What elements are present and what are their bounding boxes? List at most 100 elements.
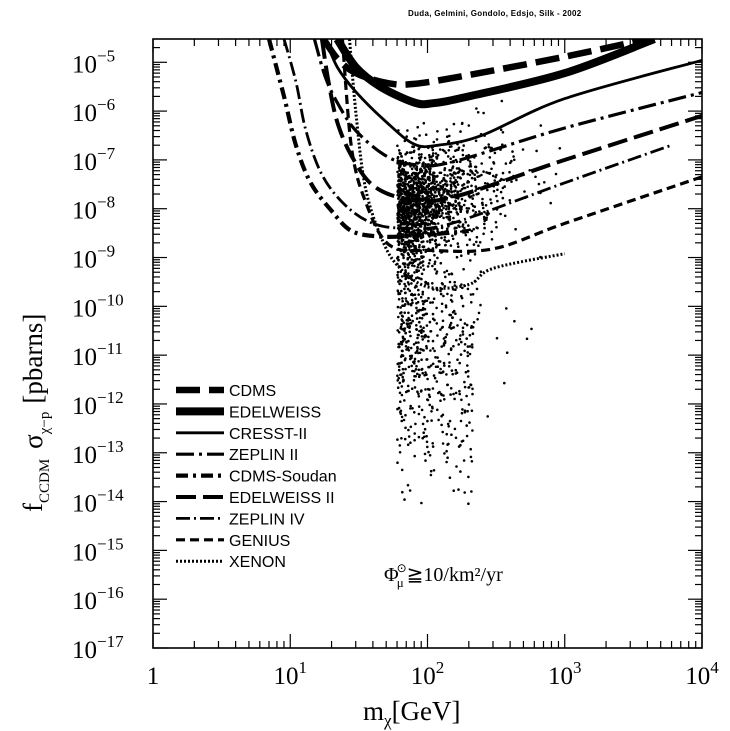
scatter-point: [398, 169, 401, 172]
scatter-point: [427, 296, 430, 300]
scatter-point: [461, 408, 464, 411]
scatter-point: [431, 264, 434, 268]
scatter-point: [468, 345, 472, 348]
scatter-point: [470, 176, 474, 180]
scatter-point: [400, 237, 403, 240]
scatter-point: [421, 292, 425, 296]
scatter-point: [401, 238, 405, 242]
scatter-point: [470, 409, 474, 413]
scatter-point: [496, 188, 499, 192]
scatter-point: [483, 182, 487, 185]
scatter-point: [476, 226, 479, 230]
scatter-point: [502, 178, 506, 182]
scatter-point: [433, 260, 437, 264]
scatter-point: [435, 194, 439, 198]
scatter-point: [428, 153, 431, 157]
scatter-point: [449, 187, 453, 190]
scatter-point: [431, 339, 435, 343]
scatter-point: [396, 170, 399, 174]
scatter-point: [458, 361, 462, 365]
scatter-point: [428, 395, 432, 399]
scatter-point: [406, 319, 410, 322]
scatter-point: [462, 459, 466, 462]
scatter-point: [415, 223, 418, 227]
tick-layer: 1 101 102 103 104 10−5 10−6 10−7 10−8 10−9 10−10 10…: [72, 39, 719, 690]
scatter-point: [543, 181, 546, 184]
scatter-point: [465, 337, 469, 340]
scatter-point: [458, 392, 462, 396]
scatter-point: [458, 389, 461, 393]
scatter-point: [488, 172, 491, 175]
scatter-point: [398, 391, 402, 395]
scatter-point: [434, 185, 438, 189]
scatter-point: [407, 428, 410, 432]
scatter-point: [398, 342, 401, 346]
scatter-point: [444, 275, 447, 279]
scatter-point: [493, 179, 497, 182]
scatter-point: [483, 219, 487, 223]
scatter-point: [475, 240, 478, 244]
scatter-point: [450, 191, 453, 194]
scatter-point: [397, 149, 401, 152]
scatter-point: [427, 167, 431, 171]
scatter-point: [406, 215, 409, 219]
y-tick-label: 10−5: [72, 46, 115, 78]
scatter-point: [396, 407, 399, 411]
scatter-point: [463, 385, 467, 389]
scatter-point: [420, 367, 424, 371]
series-line-cdms-soudan: [266, 39, 469, 239]
scatter-point: [558, 147, 562, 150]
x-axis-label: mχ[GeV]: [363, 696, 461, 730]
scatter-point: [427, 187, 431, 191]
scatter-point: [428, 169, 432, 173]
scatter-point: [439, 184, 442, 188]
scatter-point: [441, 193, 444, 197]
scatter-point: [448, 361, 451, 364]
scatter-point: [421, 196, 425, 200]
scatter-point: [445, 373, 448, 376]
x-tick-label: 104: [685, 658, 719, 690]
scatter-point: [422, 255, 425, 259]
scatter-point: [430, 161, 434, 164]
scatter-point: [409, 425, 413, 429]
scatter-point: [400, 233, 404, 237]
scatter-point: [422, 330, 425, 333]
scatter-point: [426, 193, 429, 196]
scatter-point: [433, 376, 437, 380]
scatter-point: [424, 232, 427, 235]
scatter-point: [481, 197, 484, 201]
scatter-point: [433, 349, 436, 353]
scatter-point: [491, 174, 495, 178]
scatter-point: [455, 371, 459, 375]
scatter-point: [407, 283, 411, 286]
scatter-point: [407, 389, 410, 393]
scatter-point: [417, 392, 420, 396]
scatter-point: [441, 148, 445, 152]
scatter-point: [397, 331, 401, 334]
scatter-point: [487, 145, 491, 149]
scatter-point: [415, 364, 418, 368]
scatter-point: [430, 158, 434, 162]
scatter-point: [480, 173, 483, 177]
scatter-point: [428, 156, 432, 159]
scatter-point: [403, 184, 406, 187]
scatter-point: [419, 295, 423, 299]
scatter-point: [521, 148, 525, 151]
scatter-point: [418, 156, 422, 159]
scatter-point: [407, 311, 410, 315]
scatter-point: [505, 351, 509, 355]
scatter-point: [404, 174, 408, 178]
scatter-point: [466, 345, 470, 348]
scatter-point: [430, 202, 434, 206]
scatter-point: [482, 111, 485, 115]
scatter-point: [444, 335, 448, 339]
scatter-point: [400, 342, 404, 346]
scatter-point: [457, 445, 461, 448]
scatter-point: [462, 144, 466, 147]
scatter-point: [443, 201, 447, 204]
scatter-point: [404, 208, 408, 211]
scatter-point: [470, 229, 474, 233]
scatter-point: [445, 184, 449, 188]
scatter-point: [428, 320, 432, 324]
